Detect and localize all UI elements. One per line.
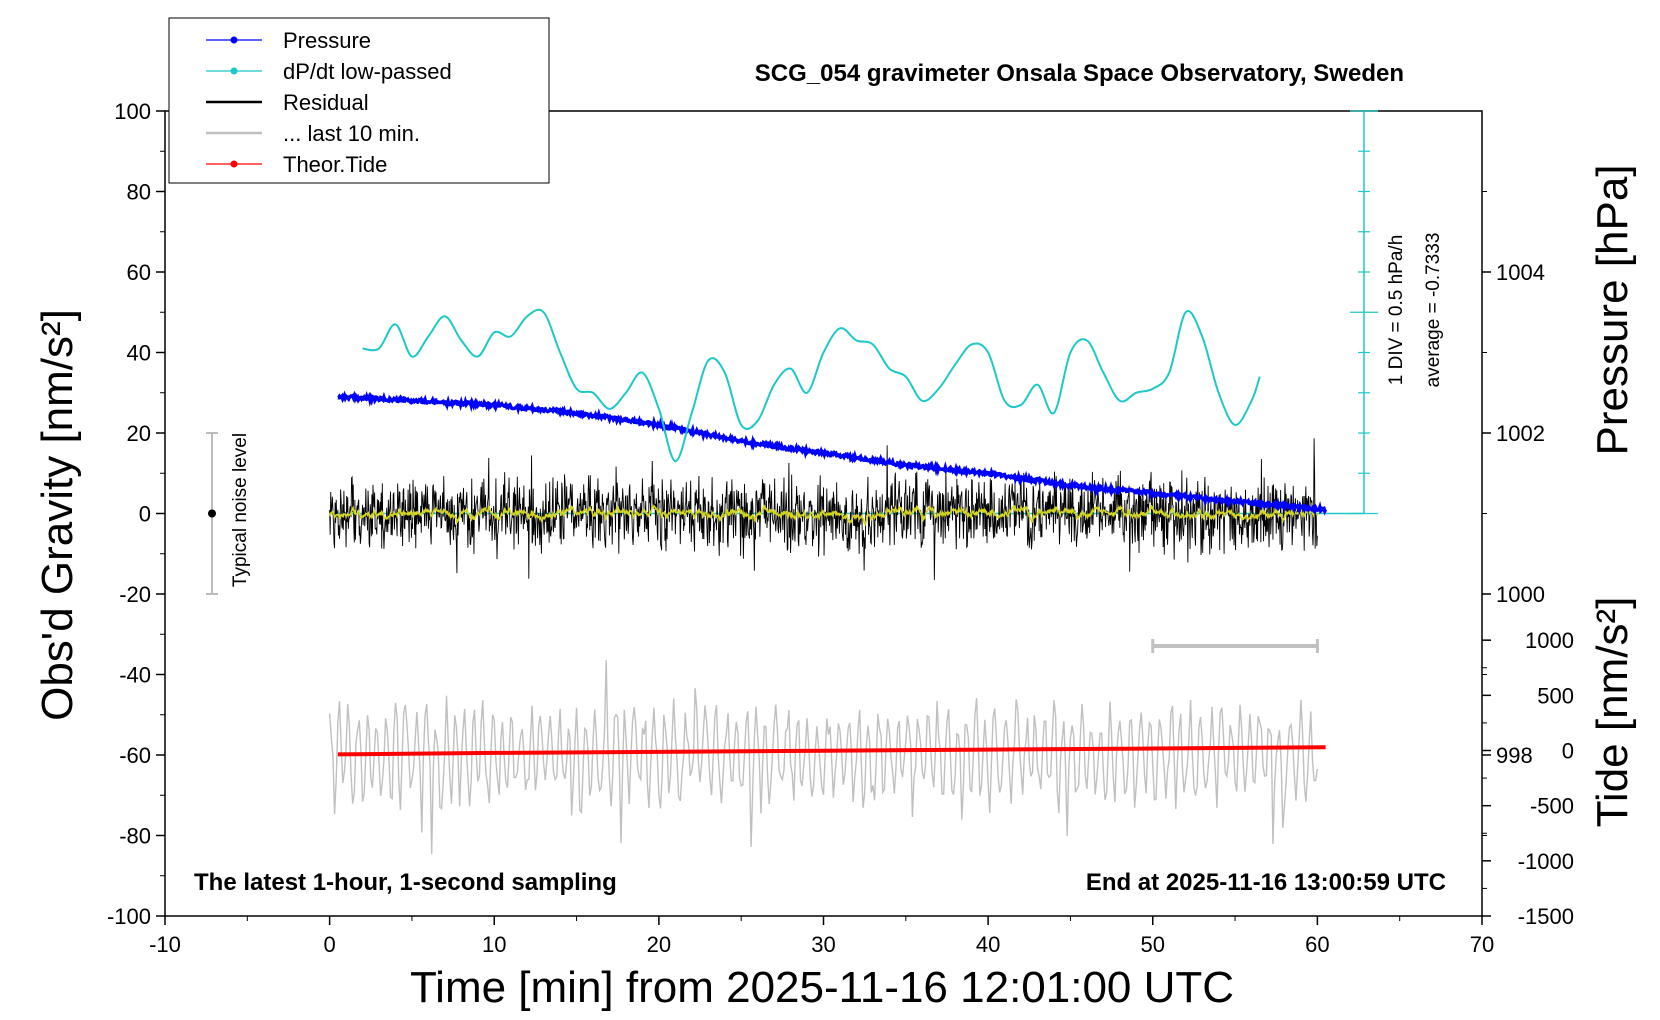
y-tick-label: 100 xyxy=(114,99,151,124)
x-axis-title: Time [min] from 2025-11-16 12:01:00 UTC xyxy=(410,963,1234,1012)
pressure-tick-label: 1004 xyxy=(1496,260,1545,285)
legend-label: Pressure xyxy=(283,28,371,53)
y-tick-label: -20 xyxy=(119,582,151,607)
y-tick-label: 20 xyxy=(127,421,151,446)
x-tick-label: 50 xyxy=(1141,932,1165,957)
series-pressure xyxy=(337,390,1328,516)
tide-tick-label: 0 xyxy=(1562,739,1574,764)
x-tick-label: 20 xyxy=(647,932,671,957)
series-residual xyxy=(329,438,1318,581)
series-last-10-min xyxy=(328,660,1319,854)
y-tick-label: 40 xyxy=(127,341,151,366)
series-residual-smoothed xyxy=(328,504,1319,527)
legend-label: ... last 10 min. xyxy=(283,121,420,146)
legend-box xyxy=(168,17,550,184)
legend-swatch-marker xyxy=(230,36,238,44)
tide-tick-label: -500 xyxy=(1530,794,1574,819)
annotations xyxy=(206,432,1319,653)
legend: Pressure dP/dt low-passed Residual ... last… xyxy=(168,17,550,184)
y-tick-label: 0 xyxy=(139,502,151,527)
y-tick-label: -80 xyxy=(119,824,151,849)
series-dpdt xyxy=(362,308,1261,463)
dpdt-average-note: average = -0.7333 xyxy=(1423,233,1444,388)
y-tick-label: 60 xyxy=(127,260,151,285)
tide-tick-label: 1000 xyxy=(1525,628,1574,653)
legend-swatch-marker xyxy=(230,67,238,75)
pressure-tick-label: 1000 xyxy=(1496,582,1545,607)
x-tick-label: 70 xyxy=(1470,932,1494,957)
sampling-note: The latest 1-hour, 1-second sampling xyxy=(194,869,617,896)
legend-swatch-marker xyxy=(230,160,238,168)
pressure-tick-label: 998 xyxy=(1496,743,1533,768)
x-tick-label: 30 xyxy=(811,932,835,957)
x-tick-label: -10 xyxy=(149,932,181,957)
series xyxy=(328,110,1378,854)
tide-tick-label: -1500 xyxy=(1518,904,1574,929)
end-time-note: End at 2025-11-16 13:00:59 UTC xyxy=(1086,869,1446,896)
y-tick-label: -60 xyxy=(119,743,151,768)
y-axis-title: Obs'd Gravity [nm/s²] xyxy=(33,309,82,721)
tide-tick-label: 500 xyxy=(1537,683,1574,708)
y-tick-label: -100 xyxy=(107,904,151,929)
y-tick-label: 80 xyxy=(127,180,151,205)
legend-label: Residual xyxy=(283,90,369,115)
pressure-axis-title: Pressure [hPa] xyxy=(1588,164,1637,455)
series-theor-tide xyxy=(337,745,1326,757)
legend-label: Theor.Tide xyxy=(283,152,387,177)
axes: -10 0 10 20 30 40 50 60 70-100-80-60-40-20020406… xyxy=(107,99,1574,957)
legend-label: dP/dt low-passed xyxy=(283,59,452,84)
x-tick-label: 10 xyxy=(482,932,506,957)
tide-tick-label: -1000 xyxy=(1518,849,1574,874)
x-tick-label: 40 xyxy=(976,932,1000,957)
noise-bar-center xyxy=(208,509,216,518)
x-tick-label: 60 xyxy=(1305,932,1329,957)
tide-axis-title: Tide [nm/s²] xyxy=(1588,597,1637,828)
dpdt-scale-note: 1 DIV = 0.5 hPa/h xyxy=(1386,235,1407,386)
x-tick-label: 0 xyxy=(324,932,336,957)
chart-title: SCG_054 gravimeter Onsala Space Observat… xyxy=(755,60,1404,87)
y-tick-label: -40 xyxy=(119,663,151,688)
pressure-tick-label: 1002 xyxy=(1496,421,1545,446)
noise-label: Typical noise level xyxy=(230,433,251,587)
